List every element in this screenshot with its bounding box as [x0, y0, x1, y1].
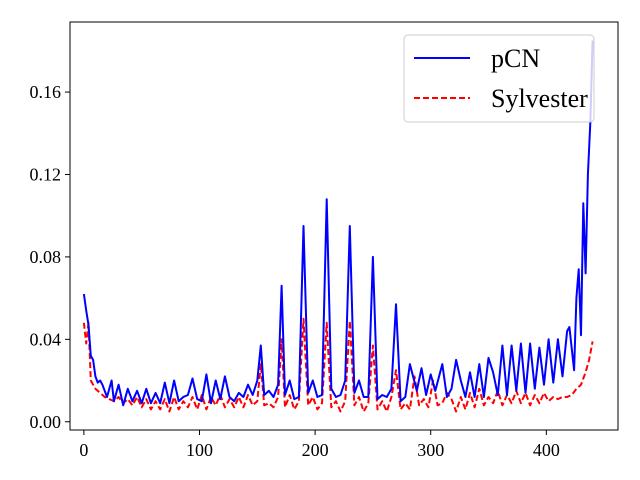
legend: pCN Sylvester [403, 34, 595, 123]
y-tick-label: 0.12 [30, 164, 62, 184]
y-tick-label: 0.16 [30, 82, 62, 102]
x-tick-label: 100 [186, 440, 213, 460]
series-layer [82, 40, 594, 413]
x-tick-label: 0 [79, 440, 88, 460]
y-tick-label: 0.00 [30, 412, 62, 432]
legend-box [403, 34, 595, 123]
x-tick-label: 200 [302, 440, 329, 460]
y-tick-label: 0.04 [30, 329, 62, 349]
plot-frame [69, 21, 619, 431]
series-line-pcn [82, 40, 594, 407]
legend-label-sylvester: Sylvester [491, 84, 588, 113]
axes-layer: 0 100 200 300 400 0.00 0.04 0.08 0.12 0.16 [30, 21, 619, 460]
x-tick-label: 300 [417, 440, 444, 460]
x-tick-label: 400 [533, 440, 560, 460]
y-tick-label: 0.08 [30, 247, 62, 267]
legend-label-pcn: pCN [491, 44, 540, 73]
